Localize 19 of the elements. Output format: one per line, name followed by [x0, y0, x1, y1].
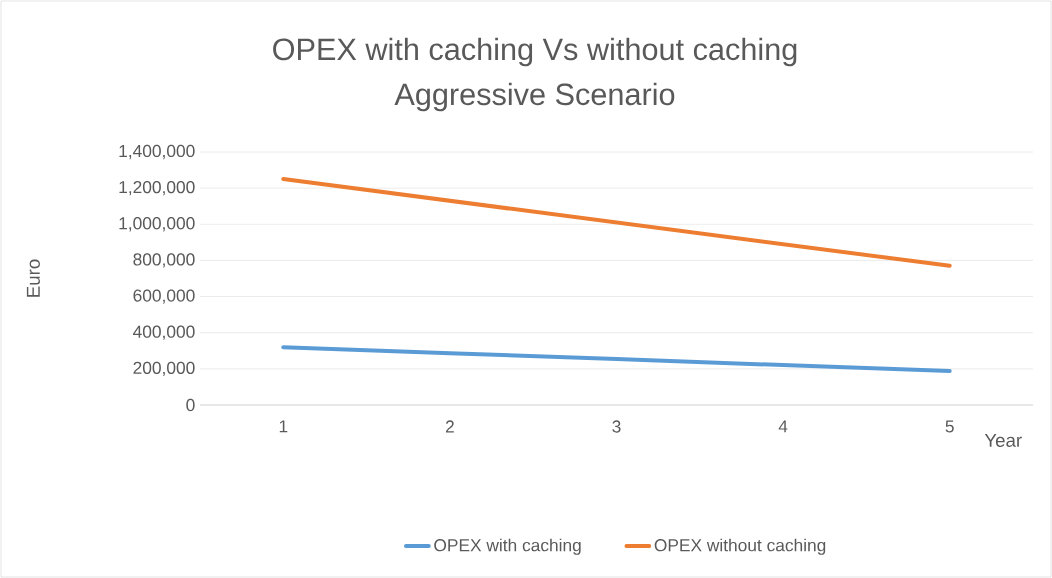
y-tick-label: 200,000 — [133, 361, 195, 377]
legend-label: OPEX without caching — [654, 538, 826, 555]
y-tick-label: 600,000 — [133, 289, 195, 304]
y-tick-label: 1,000,000 — [119, 217, 195, 232]
y-tick-label: 0 — [186, 398, 195, 412]
y-tick-label: 1,200,000 — [119, 180, 195, 196]
x-tick-label: 3 — [612, 420, 621, 433]
x-tick-label: 5 — [945, 420, 954, 433]
chart-subtitle: Aggressive Scenario — [394, 82, 675, 112]
x-tick-label: 4 — [778, 420, 788, 433]
legend-label: OPEX with caching — [434, 538, 581, 555]
y-axis-title: Euro — [26, 259, 40, 297]
x-tick-label: 1 — [279, 420, 288, 433]
y-tick-label: 400,000 — [133, 325, 195, 340]
x-tick-label: 2 — [445, 420, 454, 433]
y-tick-label: 1,400,000 — [119, 144, 195, 160]
chart-title: OPEX with caching Vs without caching — [273, 37, 797, 67]
y-tick-label: 800,000 — [133, 253, 195, 268]
x-axis-title: Year — [984, 433, 1022, 447]
